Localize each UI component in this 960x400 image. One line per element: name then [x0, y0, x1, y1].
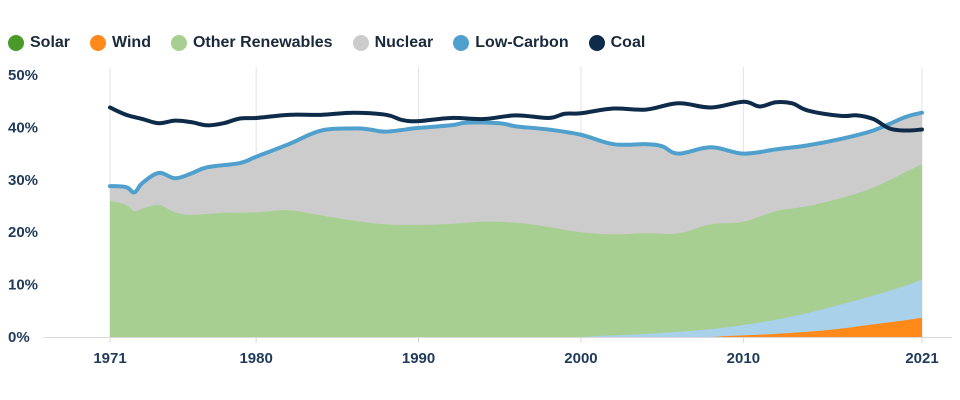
area-series	[110, 112, 922, 338]
y-tick-label: 40%	[8, 119, 38, 136]
x-tick-label: 1990	[402, 350, 435, 367]
legend-label: Nuclear	[374, 34, 434, 51]
legend-swatch	[453, 35, 470, 51]
legend-label: Coal	[610, 34, 646, 51]
legend-swatch	[90, 35, 107, 51]
x-tick-label: 1971	[93, 350, 126, 367]
line-series	[108, 99, 924, 195]
legend-swatch	[588, 35, 605, 51]
y-tick-label: 30%	[8, 172, 38, 189]
legend-item-wind: Wind	[90, 34, 151, 52]
legend-item-coal: Coal	[588, 34, 646, 52]
low-carbon-line	[108, 110, 924, 195]
chart-legend: Solar Wind Other Renewables Nuclear Low-Carb…	[8, 34, 665, 52]
x-tick-label: 2021	[905, 350, 938, 367]
legend-item-other-renewables: Other Renewables	[170, 34, 333, 52]
legend-label: Wind	[112, 34, 151, 51]
x-tick-label: 2000	[564, 350, 597, 367]
legend-label: Other Renewables	[192, 34, 333, 51]
legend-label: Low-Carbon	[475, 34, 569, 51]
legend-item-solar: Solar	[8, 34, 70, 52]
y-tick-label: 0%	[8, 329, 30, 346]
x-tick-label: 2010	[727, 350, 760, 367]
wind-area	[110, 317, 922, 338]
y-tick-label: 50%	[8, 67, 38, 84]
other-renewables-area	[110, 164, 922, 337]
legend-swatch	[352, 35, 369, 51]
x-tick-label: 1980	[239, 350, 272, 367]
y-tick-label: 10%	[8, 277, 38, 294]
y-tick-label: 20%	[8, 224, 38, 241]
axes: 0% 10% 20% 30% 40% 50% 1971 1980 1990 2000 2010 202…	[8, 67, 952, 367]
legend-item-nuclear: Nuclear	[352, 34, 434, 52]
legend-swatch	[8, 35, 24, 51]
legend-item-low-carbon: Low-Carbon	[453, 34, 569, 52]
coal-line	[108, 99, 924, 133]
legend-label: Solar	[30, 34, 71, 51]
legend-swatch	[170, 35, 187, 51]
